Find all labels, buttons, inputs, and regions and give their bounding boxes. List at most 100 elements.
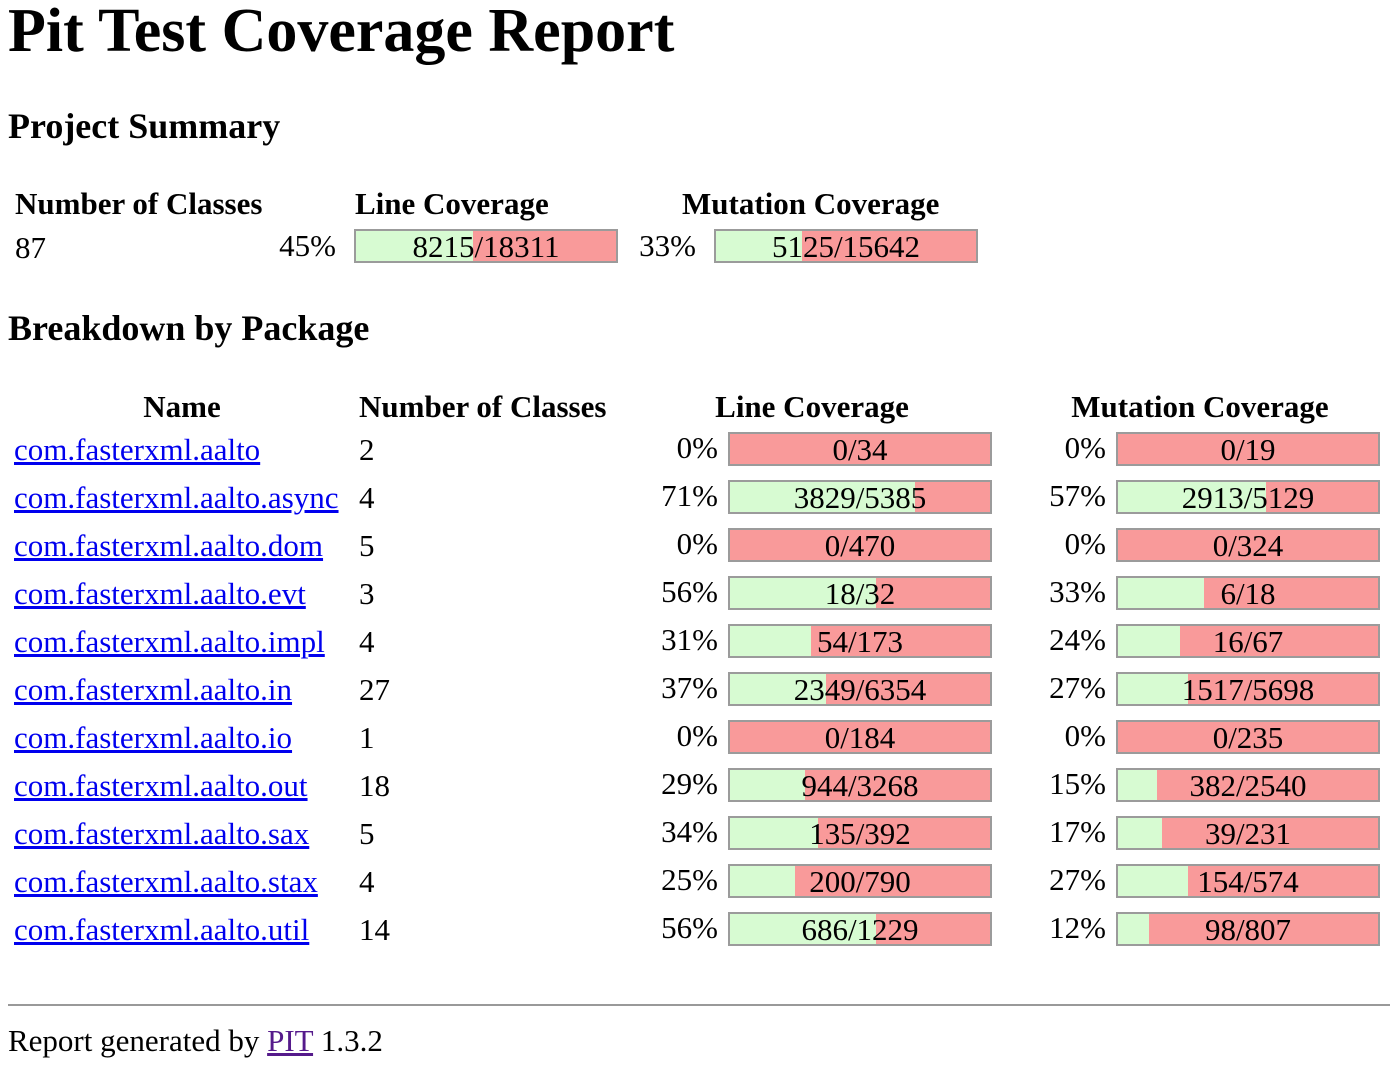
footer-text: Report generated by PIT 1.3.2	[8, 1023, 383, 1059]
package-line-coverage-bar: 200/790	[728, 864, 992, 898]
package-mutation-covered-fill	[1118, 914, 1150, 944]
package-mutation-coverage-bar: 0/235	[1116, 720, 1380, 754]
summary-mutation-header: Mutation Coverage	[682, 186, 940, 221]
package-classes: 4	[359, 480, 375, 515]
package-line-covered-fill	[730, 674, 827, 704]
package-classes: 1	[359, 720, 375, 755]
package-line-coverage-bar: 0/184	[728, 720, 992, 754]
package-line-coverage-bar: 686/1229	[728, 912, 992, 946]
package-mutation-coverage-bar: 0/324	[1116, 528, 1380, 562]
summary-classes-header: Number of Classes	[15, 186, 263, 221]
breakdown-mutation-header: Mutation Coverage	[1071, 389, 1329, 424]
package-line-covered-fill	[730, 866, 795, 896]
package-link[interactable]: com.fasterxml.aalto.impl	[14, 624, 325, 659]
package-line-percent: 25%	[661, 862, 718, 897]
package-link[interactable]: com.fasterxml.aalto.dom	[14, 528, 324, 563]
footer-divider	[8, 1004, 1390, 1006]
package-line-percent: 31%	[661, 622, 718, 657]
package-line-percent: 56%	[661, 574, 718, 609]
package-mutation-percent: 33%	[1049, 574, 1106, 609]
package-mutation-covered-fill	[1118, 770, 1157, 800]
package-line-covered-fill	[730, 578, 876, 608]
package-mutation-covered-fill	[1118, 482, 1267, 512]
package-mutation-coverage-bar: 2913/5129	[1116, 480, 1380, 514]
package-line-ratio: 0/470	[824, 528, 896, 562]
package-classes: 18	[359, 768, 390, 803]
package-line-ratio: 944/3268	[801, 768, 919, 802]
package-classes: 5	[359, 528, 375, 563]
package-line-ratio: 54/173	[816, 624, 904, 658]
package-line-coverage-bar: 2349/6354	[728, 672, 992, 706]
package-line-ratio: 135/392	[809, 816, 911, 850]
package-line-percent: 37%	[661, 670, 718, 705]
project-summary-heading: Project Summary	[8, 106, 281, 146]
package-line-percent: 34%	[661, 814, 718, 849]
package-line-coverage-bar: 3829/5385	[728, 480, 992, 514]
package-link[interactable]: com.fasterxml.aalto.evt	[14, 576, 306, 611]
package-mutation-percent: 24%	[1049, 622, 1106, 657]
package-mutation-coverage-bar: 0/19	[1116, 432, 1380, 466]
package-mutation-ratio: 0/19	[1220, 432, 1276, 466]
package-line-ratio: 2349/6354	[793, 672, 927, 706]
package-mutation-ratio: 98/807	[1204, 912, 1292, 946]
summary-mutation-coverage-bar: 5125/15642	[714, 229, 978, 263]
package-mutation-percent: 0%	[1064, 430, 1106, 465]
package-classes: 5	[359, 816, 375, 851]
package-mutation-coverage-bar: 98/807	[1116, 912, 1380, 946]
summary-classes-value: 87	[15, 230, 46, 265]
package-link[interactable]: com.fasterxml.aalto.sax	[14, 816, 310, 851]
package-line-percent: 0%	[676, 718, 718, 753]
package-mutation-ratio: 2913/5129	[1181, 480, 1315, 514]
summary-line-covered-fill	[356, 231, 473, 261]
summary-line-ratio: 8215/18311	[412, 229, 560, 263]
package-mutation-ratio: 0/324	[1212, 528, 1284, 562]
breakdown-heading: Breakdown by Package	[8, 308, 370, 348]
package-mutation-percent: 0%	[1064, 526, 1106, 561]
package-line-coverage-bar: 0/34	[728, 432, 992, 466]
package-mutation-covered-fill	[1118, 578, 1204, 608]
package-link[interactable]: com.fasterxml.aalto	[14, 432, 261, 467]
package-line-covered-fill	[730, 626, 811, 656]
breakdown-classes-header: Number of Classes	[359, 389, 607, 424]
package-line-ratio: 0/184	[824, 720, 896, 754]
package-link[interactable]: com.fasterxml.aalto.util	[14, 912, 310, 947]
package-mutation-percent: 27%	[1049, 670, 1106, 705]
package-link[interactable]: com.fasterxml.aalto.stax	[14, 864, 318, 899]
summary-mutation-ratio: 5125/15642	[771, 229, 921, 263]
package-link[interactable]: com.fasterxml.aalto.async	[14, 480, 339, 515]
package-mutation-covered-fill	[1118, 674, 1189, 704]
package-mutation-ratio: 154/574	[1197, 864, 1299, 898]
package-mutation-covered-fill	[1118, 818, 1163, 848]
package-line-covered-fill	[730, 818, 819, 848]
breakdown-name-header: Name	[143, 389, 221, 424]
package-link[interactable]: com.fasterxml.aalto.out	[14, 768, 308, 803]
package-mutation-coverage-bar: 154/574	[1116, 864, 1380, 898]
package-line-ratio: 200/790	[809, 864, 911, 898]
package-classes: 4	[359, 864, 375, 899]
package-line-percent: 29%	[661, 766, 718, 801]
package-mutation-ratio: 39/231	[1204, 816, 1292, 850]
package-link[interactable]: com.fasterxml.aalto.in	[14, 672, 293, 707]
package-line-ratio: 0/34	[832, 432, 888, 466]
summary-line-coverage-bar: 8215/18311	[354, 229, 618, 263]
package-link[interactable]: com.fasterxml.aalto.io	[14, 720, 293, 755]
package-mutation-coverage-bar: 6/18	[1116, 576, 1380, 610]
package-mutation-ratio: 16/67	[1212, 624, 1284, 658]
package-classes: 4	[359, 624, 375, 659]
package-mutation-coverage-bar: 39/231	[1116, 816, 1380, 850]
package-classes: 27	[359, 672, 390, 707]
package-line-coverage-bar: 944/3268	[728, 768, 992, 802]
package-mutation-percent: 27%	[1049, 862, 1106, 897]
package-line-ratio: 3829/5385	[793, 480, 927, 514]
package-mutation-percent: 0%	[1064, 718, 1106, 753]
pit-link[interactable]: PIT	[267, 1023, 314, 1058]
package-line-covered-fill	[730, 770, 806, 800]
package-mutation-percent: 15%	[1049, 766, 1106, 801]
package-line-percent: 71%	[661, 478, 718, 513]
package-line-percent: 0%	[676, 430, 718, 465]
package-line-ratio: 18/32	[824, 576, 896, 610]
package-mutation-ratio: 1517/5698	[1181, 672, 1315, 706]
page-title: Pit Test Coverage Report	[8, 0, 675, 65]
summary-line-header: Line Coverage	[355, 186, 549, 221]
package-line-covered-fill	[730, 482, 915, 512]
